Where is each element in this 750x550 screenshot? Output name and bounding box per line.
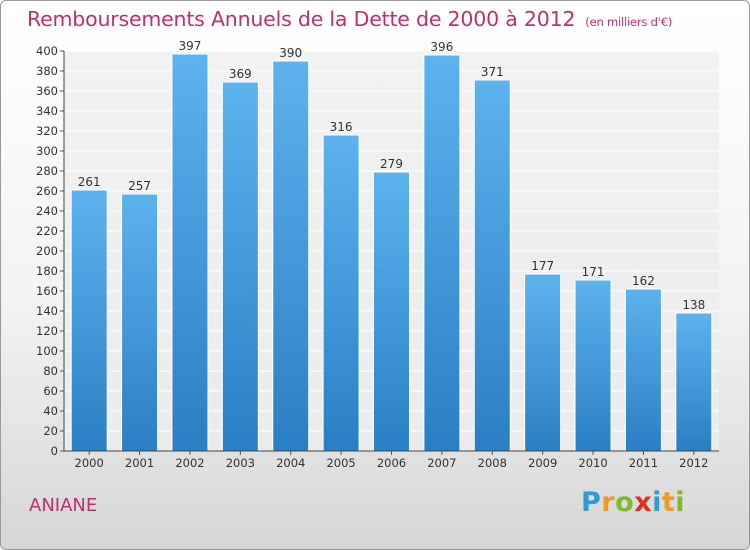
bar-2007 [423,54,461,452]
y-tick-label: 320 [36,124,58,138]
x-tick-label-2002: 2002 [175,456,204,470]
data-label-2004: 390 [279,46,302,60]
bar-2001 [121,193,159,452]
y-tick-label: 380 [36,64,58,78]
x-tick-label-2011: 2011 [629,456,658,470]
bar-2011 [624,288,662,452]
bar-2008 [473,79,511,452]
data-label-2008: 371 [481,65,504,79]
data-label-2000: 261 [78,175,101,189]
y-tick-label: 20 [43,424,58,438]
x-tick-label-2000: 2000 [75,456,104,470]
x-tick-label-2010: 2010 [578,456,607,470]
y-tick-label: 80 [43,364,58,378]
data-label-2001: 257 [128,179,151,193]
chart-title: Remboursements Annuels de la Dette de 20… [27,7,672,31]
chart-title-text: Remboursements Annuels de la Dette de 20… [27,7,576,31]
bar-2005 [322,134,360,452]
bar-2002 [171,53,209,452]
y-tick-label: 60 [43,384,58,398]
y-tick-label: 260 [36,184,58,198]
data-label-2009: 177 [531,259,554,273]
x-tick-label-2001: 2001 [125,456,154,470]
y-tick-label: 100 [36,344,58,358]
data-label-2002: 397 [179,39,202,53]
proxiti-logo: Proxiti [581,487,686,518]
data-label-2011: 162 [632,274,655,288]
data-label-2012: 138 [682,298,705,312]
x-tick-label-2003: 2003 [226,456,255,470]
y-tick-label: 40 [43,404,58,418]
y-tick-label: 0 [51,444,58,458]
y-tick-label: 280 [36,164,58,178]
y-tick-label: 120 [36,324,58,338]
data-label-2007: 396 [430,40,453,54]
data-label-2010: 171 [582,265,605,279]
y-tick-label: 220 [36,224,58,238]
x-tick-label-2008: 2008 [478,456,507,470]
commune-name: ANIANE [29,495,98,516]
x-tick-label-2009: 2009 [528,456,557,470]
y-tick-label: 300 [36,144,58,158]
y-tick-label: 180 [36,264,58,278]
bar-2006 [373,171,410,452]
y-tick-label: 340 [36,104,58,118]
x-tick-label-2012: 2012 [679,456,708,470]
x-tick-label-2006: 2006 [377,456,406,470]
bar-2004 [272,60,310,452]
y-tick-label: 240 [36,204,58,218]
x-tick-label-2007: 2007 [427,456,456,470]
bar-2009 [524,273,562,452]
bar-2012 [675,312,713,452]
y-tick-label: 400 [36,44,58,58]
x-tick-label-2004: 2004 [276,456,305,470]
x-tick-label-2005: 2005 [326,456,355,470]
bar-2003 [221,81,259,452]
y-tick-label: 140 [36,304,58,318]
y-tick-label: 360 [36,84,58,98]
data-label-2003: 369 [229,67,252,81]
bar-2010 [574,279,612,452]
bar-2000 [70,189,108,452]
data-label-2005: 316 [330,120,353,134]
y-tick-label: 160 [36,284,58,298]
chart-subtitle: (en milliers d'€) [585,15,673,29]
data-label-2006: 279 [380,157,403,171]
y-tick-label: 200 [36,244,58,258]
